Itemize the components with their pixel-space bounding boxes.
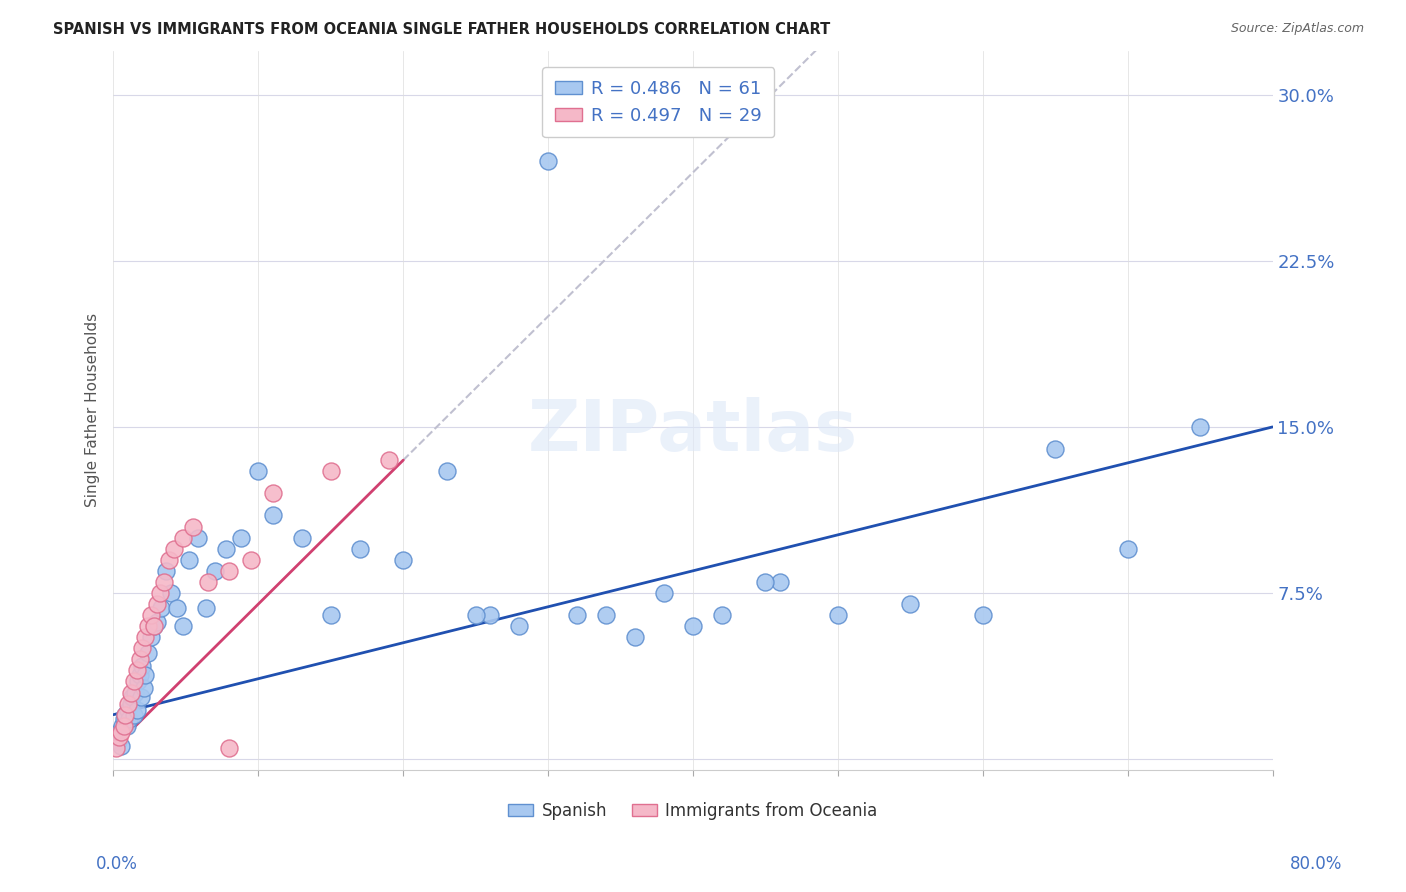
Point bbox=[319, 608, 342, 623]
Point bbox=[124, 685, 146, 699]
Point bbox=[172, 531, 194, 545]
Point bbox=[172, 619, 194, 633]
Point bbox=[118, 712, 141, 726]
Point bbox=[128, 652, 150, 666]
Point bbox=[436, 464, 458, 478]
Point bbox=[134, 630, 156, 644]
Point bbox=[121, 690, 143, 704]
Point bbox=[378, 453, 401, 467]
Point bbox=[131, 659, 153, 673]
Point bbox=[754, 574, 776, 589]
Point bbox=[110, 725, 132, 739]
Point bbox=[319, 464, 342, 478]
Text: 0.0%: 0.0% bbox=[96, 855, 138, 872]
Text: SPANISH VS IMMIGRANTS FROM OCEANIA SINGLE FATHER HOUSEHOLDS CORRELATION CHART: SPANISH VS IMMIGRANTS FROM OCEANIA SINGL… bbox=[53, 22, 831, 37]
Point bbox=[262, 508, 284, 523]
Point bbox=[129, 690, 152, 704]
Text: Source: ZipAtlas.com: Source: ZipAtlas.com bbox=[1230, 22, 1364, 36]
Point bbox=[125, 703, 148, 717]
Point bbox=[624, 630, 647, 644]
Point bbox=[218, 740, 240, 755]
Point bbox=[150, 601, 173, 615]
Point bbox=[112, 712, 135, 726]
Point bbox=[136, 619, 159, 633]
Point bbox=[117, 703, 139, 717]
Point bbox=[141, 630, 163, 644]
Point bbox=[262, 486, 284, 500]
Point bbox=[166, 601, 188, 615]
Point bbox=[132, 681, 155, 695]
Point bbox=[117, 697, 139, 711]
Point bbox=[177, 553, 200, 567]
Point bbox=[349, 541, 371, 556]
Point bbox=[120, 685, 142, 699]
Point bbox=[972, 608, 994, 623]
Point bbox=[105, 740, 128, 755]
Point bbox=[155, 564, 177, 578]
Point bbox=[157, 553, 180, 567]
Point bbox=[215, 541, 238, 556]
Point bbox=[114, 707, 136, 722]
Point bbox=[143, 619, 166, 633]
Point bbox=[197, 574, 219, 589]
Point bbox=[181, 519, 204, 533]
Point bbox=[115, 719, 138, 733]
Point bbox=[114, 707, 136, 722]
Point bbox=[508, 619, 530, 633]
Point bbox=[107, 734, 129, 748]
Point bbox=[105, 730, 128, 744]
Point bbox=[146, 597, 169, 611]
Point bbox=[240, 553, 263, 567]
Text: ZIPatlas: ZIPatlas bbox=[527, 398, 858, 467]
Point bbox=[111, 719, 134, 733]
Point bbox=[134, 668, 156, 682]
Point bbox=[595, 608, 617, 623]
Point bbox=[122, 674, 145, 689]
Point bbox=[218, 564, 240, 578]
Point bbox=[122, 707, 145, 722]
Text: 80.0%: 80.0% bbox=[1291, 855, 1343, 872]
Point bbox=[153, 574, 176, 589]
Point bbox=[291, 531, 314, 545]
Point bbox=[711, 608, 734, 623]
Point bbox=[127, 674, 149, 689]
Point bbox=[464, 608, 486, 623]
Legend: Spanish, Immigrants from Oceania: Spanish, Immigrants from Oceania bbox=[502, 795, 884, 826]
Point bbox=[898, 597, 921, 611]
Point bbox=[186, 531, 208, 545]
Point bbox=[652, 586, 675, 600]
Point bbox=[229, 531, 252, 545]
Point bbox=[128, 668, 150, 682]
Point bbox=[1189, 420, 1212, 434]
Point bbox=[195, 601, 218, 615]
Point bbox=[149, 586, 172, 600]
Point bbox=[108, 730, 131, 744]
Point bbox=[112, 719, 135, 733]
Point bbox=[110, 739, 132, 753]
Point bbox=[1116, 541, 1139, 556]
Point bbox=[247, 464, 270, 478]
Point bbox=[827, 608, 849, 623]
Point bbox=[125, 664, 148, 678]
Point bbox=[131, 641, 153, 656]
Point bbox=[136, 646, 159, 660]
Point bbox=[146, 615, 169, 629]
Point bbox=[204, 564, 226, 578]
Point bbox=[769, 574, 792, 589]
Point bbox=[141, 608, 163, 623]
Point bbox=[537, 154, 560, 169]
Point bbox=[108, 725, 131, 739]
Point bbox=[682, 619, 704, 633]
Point bbox=[1045, 442, 1067, 456]
Point bbox=[392, 553, 415, 567]
Point bbox=[160, 586, 183, 600]
Point bbox=[565, 608, 588, 623]
Point bbox=[143, 619, 166, 633]
Y-axis label: Single Father Households: Single Father Households bbox=[86, 313, 100, 508]
Point bbox=[120, 697, 142, 711]
Point bbox=[479, 608, 502, 623]
Point bbox=[163, 541, 186, 556]
